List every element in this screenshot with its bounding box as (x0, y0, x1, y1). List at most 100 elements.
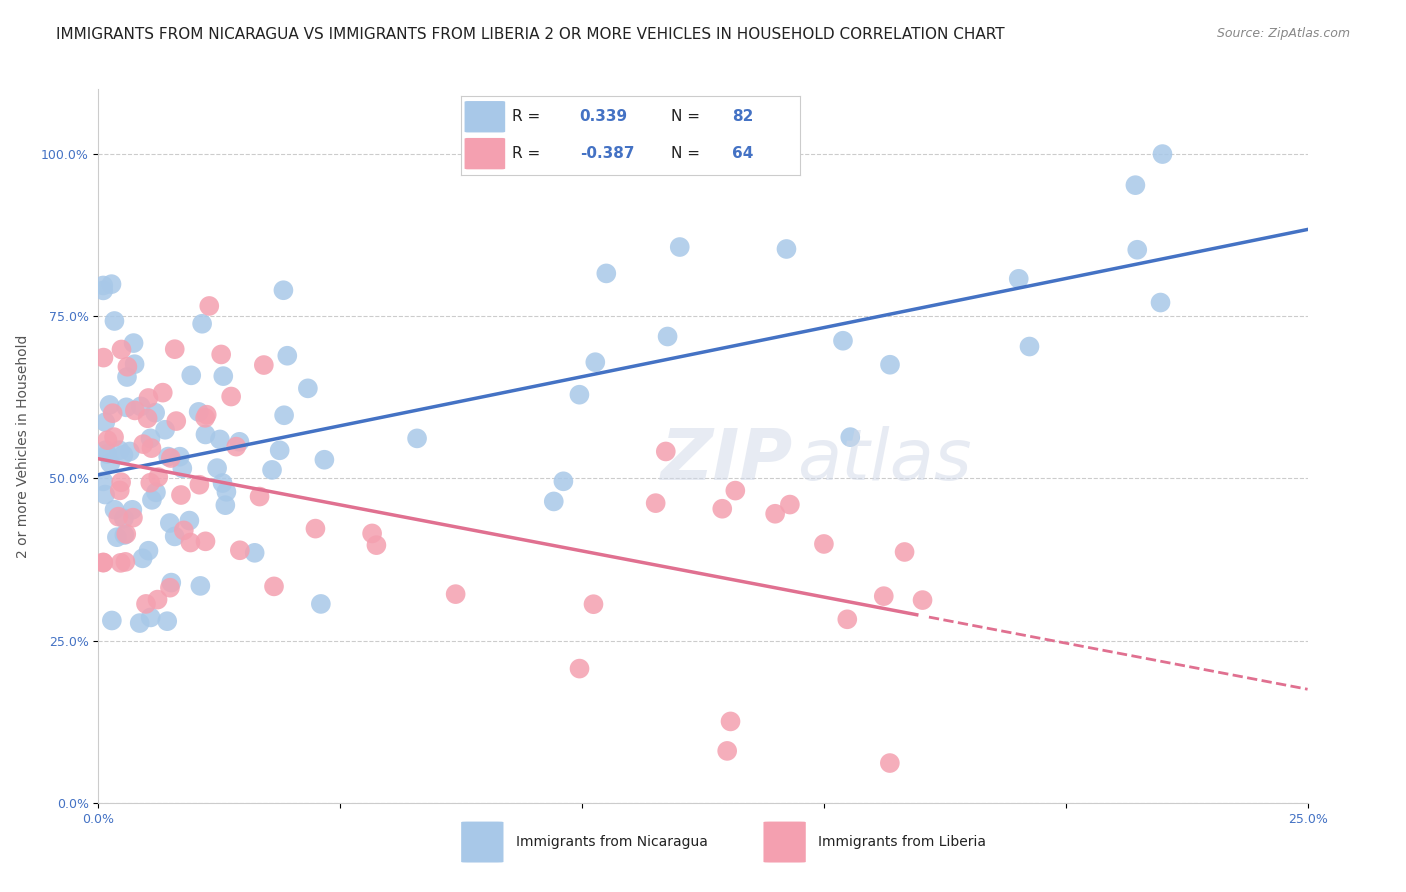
Point (219, 390, 242, 404)
Point (273, 409, 295, 423)
Point (190, 579, 212, 593)
Point (229, 543, 252, 558)
Point (96, 433, 118, 447)
Point (595, 267, 617, 281)
Point (156, 614, 179, 628)
Point (129, 400, 152, 414)
Point (145, 485, 167, 500)
Point (716, 744, 738, 758)
Point (93, 351, 115, 365)
Point (813, 537, 835, 551)
Point (297, 381, 319, 395)
Point (121, 503, 143, 517)
Point (720, 714, 742, 729)
Point (208, 433, 231, 447)
Point (98, 456, 121, 470)
Point (1125, 178, 1147, 193)
Point (96, 447, 118, 461)
Point (138, 391, 160, 405)
Point (543, 494, 565, 508)
Point (135, 597, 157, 611)
Point (214, 498, 236, 512)
Point (263, 579, 285, 593)
Point (159, 516, 181, 530)
Point (108, 483, 131, 498)
Point (148, 470, 170, 484)
Point (205, 461, 228, 475)
Point (114, 555, 136, 569)
Text: ZIP: ZIP (661, 425, 793, 495)
Point (98, 398, 121, 412)
Point (115, 527, 138, 541)
Point (141, 492, 163, 507)
Point (253, 358, 276, 372)
Point (139, 475, 162, 490)
Point (108, 443, 131, 458)
Point (110, 556, 132, 570)
Point (568, 387, 591, 401)
Point (101, 614, 124, 628)
Point (215, 484, 238, 499)
Point (209, 347, 232, 361)
Point (91, 475, 114, 489)
Point (1018, 339, 1040, 353)
Point (112, 448, 135, 462)
Point (406, 431, 429, 445)
Point (273, 283, 295, 297)
Point (839, 430, 862, 444)
Point (169, 450, 191, 464)
Point (122, 336, 145, 351)
Point (112, 511, 135, 525)
Point (103, 314, 125, 328)
Point (763, 507, 786, 521)
Point (1126, 243, 1149, 257)
Point (100, 277, 122, 292)
Point (159, 581, 181, 595)
Point (117, 359, 139, 374)
Point (131, 551, 153, 566)
Point (568, 662, 591, 676)
Point (444, 587, 467, 601)
Point (159, 451, 181, 466)
Point (107, 509, 129, 524)
Point (101, 406, 124, 420)
Point (139, 610, 162, 624)
Point (179, 514, 201, 528)
Point (115, 401, 138, 415)
Point (115, 370, 138, 384)
Point (112, 528, 135, 542)
Point (911, 593, 934, 607)
Point (160, 575, 183, 590)
Point (366, 538, 388, 552)
Point (105, 530, 128, 544)
Point (198, 299, 221, 313)
Point (276, 349, 298, 363)
Point (583, 355, 606, 369)
Point (361, 526, 384, 541)
Point (314, 452, 336, 467)
Point (110, 475, 132, 490)
Point (779, 498, 801, 512)
Point (211, 476, 233, 491)
Point (146, 592, 169, 607)
Point (194, 427, 217, 442)
Text: atlas: atlas (797, 425, 972, 495)
Point (141, 441, 163, 455)
Point (153, 423, 176, 437)
Point (172, 461, 194, 475)
Point (837, 612, 859, 626)
Point (655, 444, 678, 458)
Point (118, 444, 141, 458)
Point (163, 529, 186, 543)
Point (91, 555, 114, 569)
Point (304, 522, 326, 536)
Point (212, 369, 235, 384)
Point (668, 240, 690, 254)
Point (138, 543, 160, 558)
Point (187, 405, 209, 419)
Text: IMMIGRANTS FROM NICARAGUA VS IMMIGRANTS FROM LIBERIA 2 OR MORE VEHICLES IN HOUSE: IMMIGRANTS FROM NICARAGUA VS IMMIGRANTS … (56, 27, 1005, 42)
Point (553, 475, 575, 489)
Point (194, 534, 217, 549)
Point (195, 408, 218, 422)
Point (110, 343, 132, 357)
